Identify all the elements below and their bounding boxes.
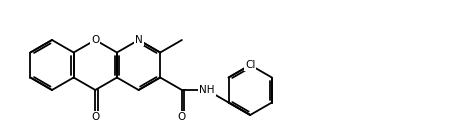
Text: N: N [135, 35, 143, 45]
Text: O: O [178, 112, 186, 123]
Text: Cl: Cl [245, 60, 255, 70]
Text: O: O [91, 35, 99, 45]
Text: O: O [91, 112, 99, 123]
Text: NH: NH [199, 85, 215, 95]
